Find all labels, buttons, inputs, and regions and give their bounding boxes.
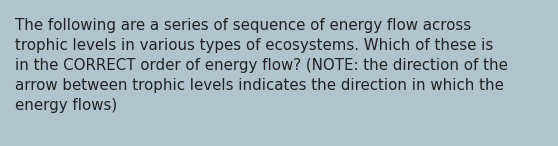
Text: The following are a series of sequence of energy flow across
trophic levels in v: The following are a series of sequence o… — [15, 18, 508, 113]
